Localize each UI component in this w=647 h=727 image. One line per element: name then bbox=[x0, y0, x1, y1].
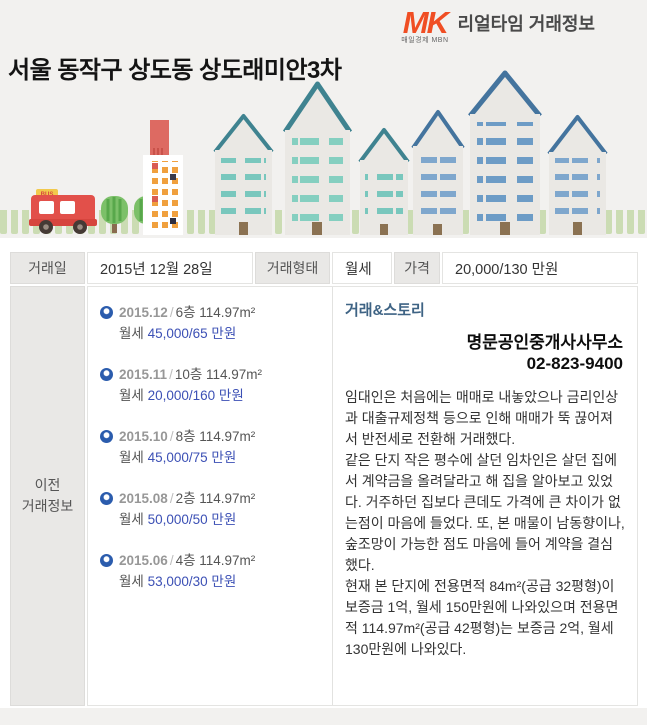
top-banner: BUS bbox=[0, 0, 647, 238]
story-paragraph: 같은 단지 작은 평수에 살던 임차인은 살던 집에서 계약금을 올려달라고 해… bbox=[345, 451, 625, 573]
building-illustration bbox=[282, 81, 353, 235]
story-paragraph: 임대인은 처음에는 매매로 내놓았으나 금리인상과 대출규제정책 등으로 인해 … bbox=[345, 388, 619, 447]
story-panel: 거래&스토리 명문공인중개사사무소 02-823-9400 임대인은 처음에는 … bbox=[332, 287, 637, 705]
detail-row: 이전 거래정보 2015.12/6층 114.97m² 월세 45,000/65… bbox=[10, 286, 638, 706]
mk-logo-text: MK bbox=[402, 5, 449, 40]
agent-info: 명문공인중개사사무소 02-823-9400 bbox=[345, 332, 625, 375]
service-name: 리얼타임 거래정보 bbox=[457, 14, 595, 34]
history-item: 2015.10/8층 114.97m² 월세 45,000/75 만원 bbox=[100, 427, 332, 467]
page-footer-strip bbox=[0, 708, 647, 725]
history-item: 2015.08/2층 114.97m² 월세 50,000/50 만원 bbox=[100, 489, 332, 529]
type-label: 거래형태 bbox=[255, 252, 330, 284]
history-header: 이전 거래정보 bbox=[10, 286, 85, 706]
building-illustration bbox=[213, 114, 274, 235]
page-title: 서울 동작구 상도동 상도래미안3차 bbox=[8, 57, 342, 84]
date-label: 거래일 bbox=[10, 252, 85, 284]
building-illustration bbox=[547, 115, 608, 235]
agent-name: 명문공인중개사사무소 bbox=[466, 333, 623, 352]
bullet-icon bbox=[100, 306, 113, 319]
history-item: 2015.11/10층 114.97m² 월세 20,000/160 만원 bbox=[100, 365, 332, 405]
story-title: 거래&스토리 bbox=[345, 302, 425, 319]
building-illustration bbox=[143, 120, 183, 235]
cityscape-illustration: BUS bbox=[0, 70, 647, 235]
bullet-icon bbox=[100, 554, 113, 567]
building-illustration bbox=[358, 128, 410, 235]
bullet-icon bbox=[100, 430, 113, 443]
tree-icon bbox=[101, 196, 128, 233]
price-value: 20,000/130 만원 bbox=[442, 252, 638, 284]
story-text: 임대인은 처음에는 매매로 내놓았으나 금리인상과 대출규제정책 등으로 인해 … bbox=[345, 387, 625, 660]
type-value: 월세 bbox=[332, 252, 392, 284]
site-logo: MK 매일경제 MBN 리얼타임 거래정보 bbox=[401, 5, 595, 44]
building-illustration bbox=[411, 110, 465, 235]
story-paragraph: 현재 본 단지에 전용면적 84m²(공급 32평형)이 보증금 1억, 월세 … bbox=[345, 577, 619, 657]
bus-icon: BUS bbox=[29, 189, 97, 234]
mk-logo-icon: MK 매일경제 MBN bbox=[401, 5, 449, 44]
history-item: 2015.12/6층 114.97m² 월세 45,000/65 만원 bbox=[100, 303, 332, 343]
bullet-icon bbox=[100, 492, 113, 505]
summary-row: 거래일 2015년 12월 28일 거래형태 월세 가격 20,000/130 … bbox=[10, 252, 638, 284]
date-value: 2015년 12월 28일 bbox=[87, 252, 253, 284]
mk-logo-subtext: 매일경제 MBN bbox=[401, 37, 449, 44]
bullet-icon bbox=[100, 368, 113, 381]
transaction-info-table: 거래일 2015년 12월 28일 거래형태 월세 가격 20,000/130 … bbox=[8, 250, 640, 708]
building-illustration bbox=[468, 70, 542, 235]
history-item: 2015.06/4층 114.97m² 월세 53,000/30 만원 bbox=[100, 551, 332, 591]
agent-phone: 02-823-9400 bbox=[526, 354, 623, 374]
history-list: 2015.12/6층 114.97m² 월세 45,000/65 만원 2015… bbox=[88, 287, 332, 705]
price-label: 가격 bbox=[394, 252, 440, 284]
